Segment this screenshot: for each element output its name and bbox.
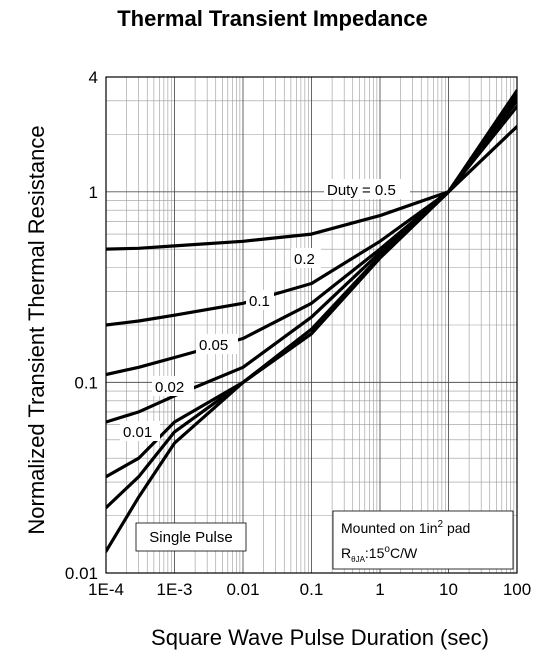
label-bg-02 — [291, 248, 321, 268]
y-tick-label: 1 — [89, 183, 98, 202]
x-tick-label: 10 — [439, 580, 458, 599]
curve-label-02: 0.2 — [294, 251, 315, 268]
y-tick-labels: 0.01 0.1 1 4 — [65, 68, 98, 583]
mounting-note-line1: Mounted on 1in2 pad — [341, 519, 470, 536]
x-tick-label: 1 — [375, 580, 384, 599]
curve-label-002: 0.02 — [155, 379, 184, 396]
chart-title: Thermal Transient Impedance — [117, 6, 428, 31]
mounting-note-box — [332, 510, 514, 570]
x-tick-label: 100 — [503, 580, 531, 599]
label-bg-001 — [120, 421, 160, 441]
curve-label-01: 0.1 — [249, 293, 270, 310]
label-bg-002 — [152, 376, 194, 396]
series-lines — [106, 88, 517, 553]
single-pulse-box — [135, 522, 247, 552]
single-pulse-label: Single Pulse — [149, 529, 232, 546]
label-bg-005 — [196, 334, 238, 354]
x-tick-label: 1E-3 — [157, 580, 193, 599]
x-tick-label: 1E-4 — [88, 580, 124, 599]
series-line-0 — [106, 124, 517, 251]
x-axis-label: Square Wave Pulse Duration (sec) — [151, 625, 489, 650]
y-axis-label: Normalized Transient Thermal Resistance — [24, 125, 49, 534]
y-tick-label: 0.01 — [65, 564, 98, 583]
curve-label-005: 0.05 — [199, 337, 228, 354]
y-tick-label: 0.1 — [74, 373, 98, 392]
mounting-note-line2: RθJA:15oC/W — [341, 544, 418, 564]
x-tick-label: 0.1 — [300, 580, 324, 599]
plot-border — [105, 76, 518, 574]
y-tick-label: 4 — [89, 68, 98, 87]
curve-label-duty-05: Duty = 0.5 — [327, 182, 396, 199]
label-bg-duty-05 — [324, 179, 410, 199]
x-tick-label: 0.01 — [226, 580, 259, 599]
x-tick-labels: 1E-4 1E-3 0.01 0.1 1 10 100 — [88, 580, 531, 599]
series-line-6 — [106, 88, 517, 553]
curve-label-001: 0.01 — [123, 424, 152, 441]
label-bg-01 — [246, 290, 274, 310]
